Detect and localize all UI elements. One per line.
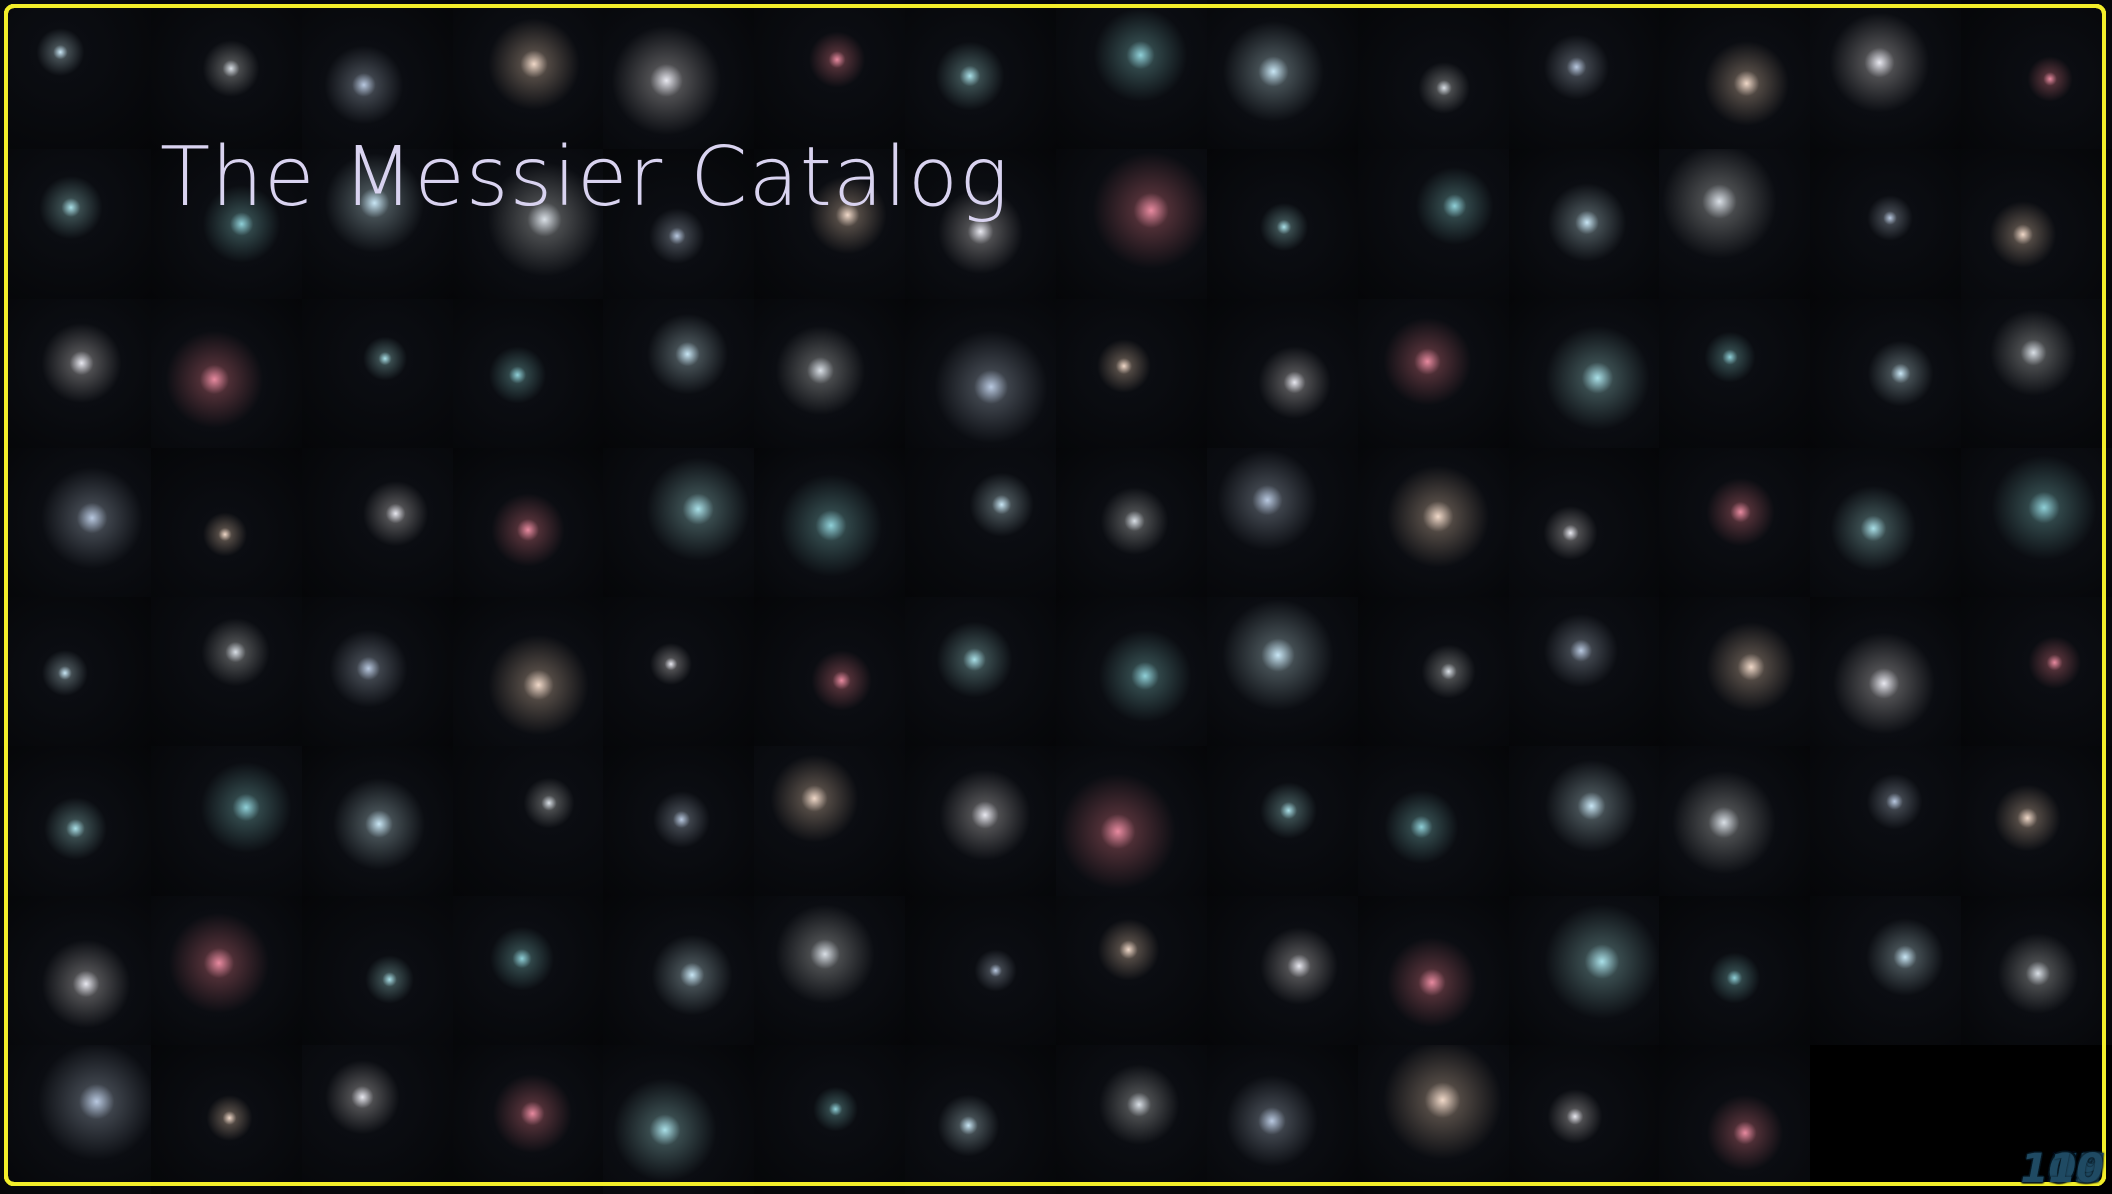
- messier-tile: 34: [754, 298, 2104, 1192]
- messier-tile: 45: [301, 447, 2104, 1192]
- messier-tile: 26: [1659, 149, 2104, 1192]
- messier-tile: 46: [452, 447, 2104, 1192]
- messier-tile: 62: [754, 597, 2104, 1192]
- messier-tile: 11: [1508, 0, 2104, 1192]
- tile-number: 104: [2020, 1146, 2105, 1192]
- messier-tile: 29: [0, 298, 2104, 1192]
- messier-tile: 59: [301, 597, 2104, 1192]
- messier-tile: 28: [1961, 149, 2112, 1192]
- messier-tile: 6: [754, 0, 2104, 1192]
- messier-tile: 95: [1508, 895, 2104, 1192]
- messier-tile: 83: [1810, 746, 2104, 1192]
- messier-tile: 74: [452, 746, 2104, 1192]
- messier-tile: 54: [1659, 447, 2104, 1192]
- messier-tile: 99: [0, 1044, 2104, 1194]
- messier-tile: 102: [452, 1044, 2104, 1194]
- tile-number: 106: [2020, 1146, 2105, 1192]
- tile-number: 100: [2020, 1146, 2105, 1192]
- messier-tile: 81: [1508, 746, 2104, 1192]
- messier-tile: 50: [1056, 447, 2104, 1192]
- messier-tile: 55: [1810, 447, 2104, 1192]
- messier-tile: 39: [1508, 298, 2104, 1192]
- messier-tile: 94: [1357, 895, 2104, 1192]
- messier-tile: 49: [905, 447, 2104, 1192]
- messier-tile: 73: [301, 746, 2104, 1192]
- messier-tile: 7: [905, 0, 2104, 1192]
- messier-tile: 109: [1508, 1044, 2104, 1194]
- messier-tile: 16: [150, 149, 2104, 1192]
- messier-tile: 25: [1508, 149, 2104, 1192]
- tile-number: 110: [2020, 1146, 2105, 1192]
- messier-tile: 65: [1206, 597, 2104, 1192]
- messier-tile: 13: [1810, 0, 2104, 1192]
- messier-tile: 98: [1961, 895, 2112, 1192]
- tile-number: 98: [2048, 1146, 2104, 1192]
- messier-tile: 85: [0, 895, 2104, 1192]
- messier-tile: 105: [905, 1044, 2104, 1194]
- tile-number: 102: [2020, 1146, 2105, 1192]
- messier-tile: 87: [301, 895, 2104, 1192]
- messier-tile: 67: [1508, 597, 2104, 1192]
- tile-number: 108: [2020, 1146, 2105, 1192]
- tile-number: 107: [2020, 1146, 2105, 1192]
- messier-tile: 10: [1357, 0, 2104, 1192]
- messier-tile: 82: [1659, 746, 2104, 1192]
- messier-tile: 22: [1056, 149, 2104, 1192]
- messier-tile: 107: [1206, 1044, 2104, 1194]
- empty-tile: [1961, 1044, 2112, 1194]
- messier-tile: 72: [150, 746, 2104, 1192]
- messier-tile: 88: [452, 895, 2104, 1192]
- messier-tile: 61: [603, 597, 2104, 1192]
- highlight-box: [4, 4, 2106, 1186]
- messier-tile: 4: [452, 0, 2104, 1192]
- messier-tile: 68: [1659, 597, 2104, 1192]
- messier-tile: 47: [603, 447, 2104, 1192]
- tile-number: 101: [2020, 1146, 2105, 1192]
- title: The Messier Catalog: [160, 130, 1010, 225]
- messier-tile: 103: [603, 1044, 2104, 1194]
- tile-number: 105: [2020, 1146, 2105, 1192]
- messier-tile: 8: [1056, 0, 2104, 1192]
- messier-tile: 80: [1357, 746, 2104, 1192]
- tile-number: 109: [2020, 1146, 2105, 1192]
- messier-tile: 71: [0, 746, 2104, 1192]
- messier-tile: 18: [452, 149, 2104, 1192]
- messier-tile: 110: [1659, 1044, 2104, 1194]
- messier-tile: 92: [1056, 895, 2104, 1192]
- messier-tile: 3: [301, 0, 2104, 1192]
- messier-tile: 19: [603, 149, 2104, 1192]
- empty-tile: [1810, 1044, 1962, 1194]
- messier-tile: 58: [150, 597, 2104, 1192]
- messier-tile: 5: [603, 0, 2104, 1192]
- tile-number: 103: [2020, 1146, 2105, 1192]
- messier-tile: 79: [1206, 746, 2104, 1192]
- messier-tile: 104: [754, 1044, 2104, 1194]
- messier-tile: 14: [1961, 0, 2112, 1192]
- messier-tile: 76: [754, 746, 2104, 1192]
- messier-tile: 101: [301, 1044, 2104, 1194]
- messier-tile: 63: [905, 597, 2104, 1192]
- messier-tile: 106: [1056, 1044, 2104, 1194]
- messier-tile: 100: [150, 1044, 2104, 1194]
- messier-tile: 15: [0, 149, 2104, 1192]
- messier-tile: 40: [1659, 298, 2104, 1192]
- messier-tile: 77: [905, 746, 2104, 1192]
- messier-tile: 89: [603, 895, 2104, 1192]
- messier-tile: 52: [1357, 447, 2104, 1192]
- tile-number: 99: [2048, 1146, 2104, 1192]
- messier-tile: 93: [1206, 895, 2104, 1192]
- messier-tile: 108: [1357, 1044, 2104, 1194]
- messier-tile: 97: [4, 4, 2106, 1192]
